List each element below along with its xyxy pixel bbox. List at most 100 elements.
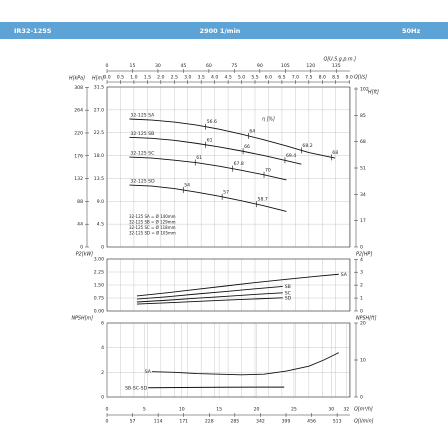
y-axis-title: H[m] xyxy=(92,76,104,82)
x-tick-label: 30 xyxy=(328,407,334,413)
series-label: SD xyxy=(285,295,292,301)
x3-tick-label: 1.5 xyxy=(144,75,151,81)
x3-tick-label: 7.5 xyxy=(305,75,312,81)
x2-tick-label: 57 xyxy=(130,419,136,425)
curve xyxy=(129,184,287,212)
efficiency-label: 57 xyxy=(223,189,229,195)
y-tick-label: 0 xyxy=(101,395,104,401)
y-tick-label: 4 xyxy=(101,345,104,351)
series-label: 32-125 SD xyxy=(130,179,155,185)
plot-frame xyxy=(106,258,351,312)
y2-tick-label: 3 xyxy=(360,270,363,276)
y3-tick-label: 68 xyxy=(360,139,366,145)
y-axis-title: P2[kW] xyxy=(76,252,93,258)
curve xyxy=(136,273,339,297)
curve xyxy=(148,386,285,389)
y3-tick-label: 0 xyxy=(360,245,363,251)
x-axis-title: Q[m³/h] xyxy=(354,407,373,413)
impeller-legend: 32-125 SB = Ø 129mm xyxy=(129,220,176,225)
x2-tick-label: 171 xyxy=(179,419,188,425)
series-label: 32-125 SA xyxy=(130,113,155,119)
x3-tick-label: 8.0 xyxy=(319,75,326,81)
x3-tick-label: 0.5 xyxy=(117,75,124,81)
efficiency-label: 70 xyxy=(265,167,271,173)
y-axis-title: NPSH[m] xyxy=(71,316,93,322)
x3-tick-label: 4.5 xyxy=(224,75,231,81)
frequency: 50Hz xyxy=(402,27,420,35)
x2-tick-label: 228 xyxy=(205,419,214,425)
y-tick-label: 1.50 xyxy=(94,283,104,289)
efficiency-title: η [%] xyxy=(262,117,275,123)
y-tick-label: 31.5 xyxy=(94,85,104,91)
impeller-legend: 32-125 SA = Ø 140mm xyxy=(129,214,176,219)
y2-tick-label: 44 xyxy=(77,222,83,228)
x2-tick-label: 513 xyxy=(333,419,342,425)
x-tick-label: 25 xyxy=(291,407,297,413)
x3-tick-label: 5.0 xyxy=(238,75,245,81)
y2-tick-label: 220 xyxy=(74,130,83,136)
y3-tick-label: 102 xyxy=(360,87,369,93)
y-tick-label: 0 xyxy=(101,245,104,251)
efficiency-label: 61 xyxy=(196,155,202,161)
x2-tick-label: 60 xyxy=(206,63,212,69)
x-tick-label: 5 xyxy=(143,407,146,413)
y3-tick-label: 85 xyxy=(360,113,366,119)
impeller-legend: 32-125 SC = Ø 118mm xyxy=(129,225,176,230)
y2-tick-label: 2 xyxy=(360,283,363,289)
y2-tick-label: 176 xyxy=(74,153,83,159)
efficiency-label: 56.6 xyxy=(207,119,217,125)
curve xyxy=(129,156,287,181)
x2-tick-label: 15 xyxy=(130,63,136,69)
y-tick-label: 4.5 xyxy=(97,222,104,228)
curve xyxy=(136,285,283,300)
x3-tick-label: 0.0 xyxy=(103,75,110,81)
curve xyxy=(129,136,302,165)
y2-axis-title: H[kPa] xyxy=(69,76,85,82)
x2-tick-label: 399 xyxy=(282,419,291,425)
curve xyxy=(129,118,336,159)
x-tick-label: 15 xyxy=(216,407,222,413)
curve xyxy=(136,292,283,303)
y2-tick-label: 88 xyxy=(77,199,83,205)
x2-tick-label: 285 xyxy=(230,419,239,425)
series-label: SC xyxy=(285,290,291,296)
x3-tick-label: 5.5 xyxy=(251,75,258,81)
series-label: SA xyxy=(341,272,348,278)
y2-tick-label: 0 xyxy=(360,395,363,401)
series-label: SB-SC-SD xyxy=(125,385,147,391)
y2-tick-label: 264 xyxy=(74,108,83,114)
efficiency-label: 64 xyxy=(249,128,255,134)
x2-tick-label: 45 xyxy=(180,63,186,69)
y-tick-label: 27.0 xyxy=(94,107,104,113)
y-tick-label: 9.0 xyxy=(97,199,104,205)
y2-axis-title: NPSH[ft] xyxy=(356,316,377,322)
series-label: SB xyxy=(285,284,291,290)
y-tick-label: 0.75 xyxy=(94,296,104,302)
x-tick-label: 0 xyxy=(106,407,109,413)
x3-tick-label: 2.5 xyxy=(171,75,178,81)
y3-axis-title: H[ft] xyxy=(368,90,379,96)
x3-axis-title: Q[l/s] xyxy=(354,75,367,81)
y-tick-label: 0.00 xyxy=(94,309,104,315)
y2-tick-label: 20 xyxy=(360,321,366,327)
efficiency-label: 68.2 xyxy=(302,143,312,149)
x3-tick-label: 7.0 xyxy=(292,75,299,81)
y2-tick-label: 1 xyxy=(360,296,363,302)
x2-tick-label: 0 xyxy=(106,419,109,425)
y-tick-label: 6 xyxy=(101,321,104,327)
speed: 2900 1/min xyxy=(200,27,241,35)
y-tick-label: 2.25 xyxy=(94,270,104,276)
y-tick-label: 3.00 xyxy=(94,257,104,263)
x2-tick-label: 75 xyxy=(231,63,237,69)
y-tick-label: 2 xyxy=(101,370,104,376)
impeller-legend: 32-125 SD = Ø 105mm xyxy=(129,231,176,236)
x2-tick-label: 30 xyxy=(155,63,161,69)
x-tick-label: 32 xyxy=(343,407,349,413)
efficiency-label: 69.4 xyxy=(286,153,296,159)
y3-tick-label: 17 xyxy=(360,218,366,224)
efficiency-label: 58.7 xyxy=(258,197,268,203)
x3-tick-label: 1.0 xyxy=(130,75,137,81)
y2-tick-label: 308 xyxy=(74,85,83,91)
x3-tick-label: 8.5 xyxy=(332,75,339,81)
x2-tick-label: 456 xyxy=(307,419,316,425)
